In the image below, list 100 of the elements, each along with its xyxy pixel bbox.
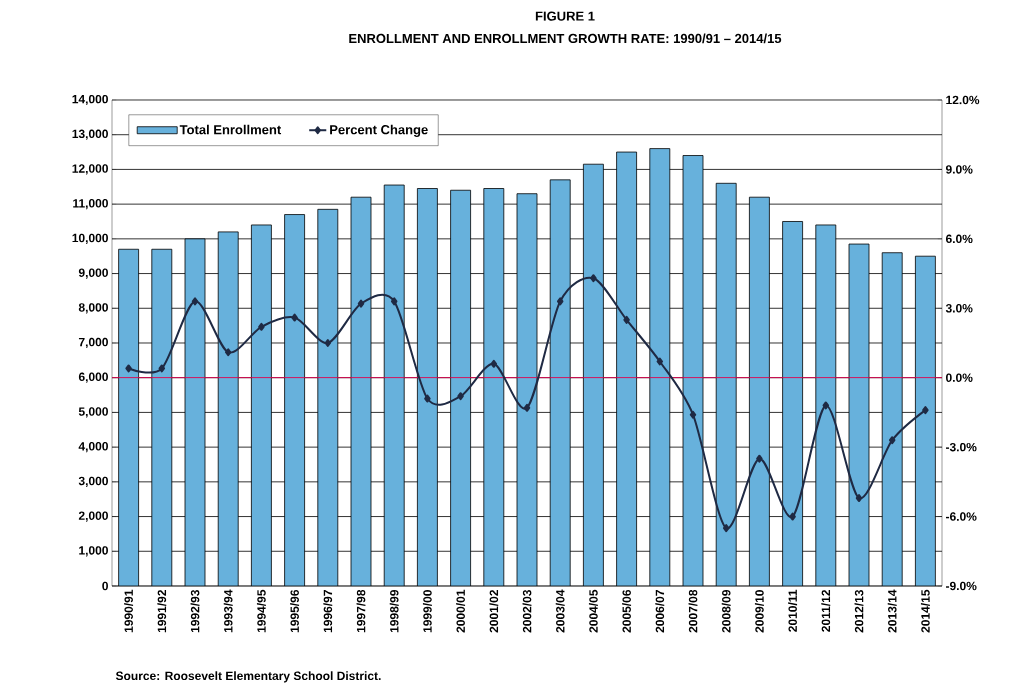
bar [549,179,571,586]
bar [649,148,671,586]
bar [217,231,239,586]
x-tick-label: 2014/15 [920,589,930,633]
bar [516,193,538,586]
bar [848,243,870,586]
bar [317,208,339,586]
x-tick-label: 2006/07 [655,590,665,633]
point [722,524,730,533]
y-tick-label: 8,000 [78,303,108,314]
y2-tick-label: 0.0% [946,373,973,382]
y-tick-label: 9,000 [78,268,108,279]
bar [417,188,438,586]
bar [749,196,770,586]
bar [383,184,405,586]
chart-title: FIGURE 1 [535,11,595,21]
bar [881,252,903,586]
x-tick-label: 2007/08 [688,589,698,633]
point [822,401,830,410]
bar [815,224,837,586]
point [656,357,664,366]
y-tick-label: 13,000 [72,129,108,140]
source-note: Source: Roosevelt Elementary School District. [115,671,381,683]
point [424,394,431,403]
x-tick-label: 1995/96 [290,589,300,633]
bar [118,248,140,586]
point [258,322,265,331]
legend-label: Percent Change [330,124,428,137]
y-tick-label: 5,000 [78,407,108,418]
x-tick-label: 2005/06 [622,589,632,633]
point [224,348,232,357]
bar [915,255,936,586]
point [922,406,929,415]
bar [284,214,306,586]
bar [782,221,803,586]
x-tick-label: 2008/09 [721,589,731,633]
x-tick-label: 2003/04 [555,589,565,633]
bar [184,238,206,586]
point [789,512,796,521]
x-tick-label: 2010/11 [788,589,798,632]
y2-tick-label: -3.0% [946,442,977,452]
x-tick-label: 1991/92 [157,590,167,633]
bar [450,189,472,586]
bar [251,224,272,586]
x-tick-label: 2013/14 [887,589,897,633]
point [756,454,763,463]
point [623,315,630,324]
point [490,359,498,368]
x-tick-label: 2011/12 [821,590,831,632]
point [357,299,365,308]
legend-label: Total Enrollment [179,124,282,135]
point [689,410,697,419]
y2-tick-label: 3.0% [945,304,973,313]
bar [151,248,173,586]
x-tick-label: 2000/01 [456,589,466,633]
y-tick-label: 10,000 [72,233,108,244]
x-tick-label: 1999/00 [422,590,432,633]
x-tick-label: 1997/98 [356,589,366,633]
bar [682,155,704,586]
y2-tick-label: 9.0% [945,165,973,174]
chart-subtitle: ENROLLMENT AND ENROLLMENT GROWTH RATE: 1990/91 – 2014/15 [349,33,782,44]
point [191,297,199,306]
x-tick-label: 1996/97 [323,590,333,633]
point [523,403,531,412]
y2-tick-label: -6.0% [946,512,977,521]
point [291,313,298,322]
y2-tick-label: -9.0% [946,581,977,591]
point [158,364,166,373]
bar [483,188,505,586]
y2-tick-label: 12.0% [946,95,980,105]
point [590,274,597,283]
y-tick-label: 6,000 [78,372,108,383]
bar [350,196,372,586]
y2-tick-label: 6.0% [945,234,973,244]
point [457,392,464,401]
x-tick-label: 2004/05 [588,589,598,633]
x-tick-label: 1992/93 [190,589,200,633]
point [888,436,896,445]
y-tick-label: 0 [102,581,108,591]
point [125,364,132,373]
y-tick-label: 7,000 [78,337,108,349]
bar [616,151,637,586]
point [390,297,398,306]
x-tick-label: 1998/99 [389,589,399,633]
point [855,494,863,503]
x-tick-label: 2001/02 [489,590,499,633]
x-tick-label: 2012/13 [854,589,864,633]
x-tick-label: 1990/91 [124,589,134,633]
x-tick-label: 1993/94 [223,589,233,633]
x-tick-label: 2009/10 [754,590,764,633]
y-tick-label: 4,000 [78,442,108,453]
y-tick-label: 2,000 [78,511,108,522]
y-tick-label: 12,000 [72,164,108,175]
x-tick-label: 2002/03 [522,589,532,633]
x-tick-label: 1994/95 [256,589,266,633]
bar [583,163,604,586]
y-tick-label: 11,000 [73,199,108,210]
point [556,297,564,306]
y-tick-label: 1,000 [79,546,108,557]
bar [715,182,737,586]
